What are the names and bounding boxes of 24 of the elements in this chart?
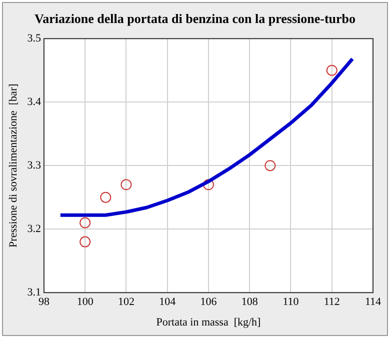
point bbox=[202, 179, 214, 190]
x-tick-label: 106 bbox=[200, 296, 218, 308]
point bbox=[264, 160, 276, 172]
point bbox=[80, 236, 91, 248]
y-tick-label: 3.3 bbox=[27, 159, 42, 172]
x-tick-label: 110 bbox=[282, 296, 300, 308]
y-tick-label: 3.1 bbox=[27, 286, 41, 298]
chart-title: Variazione della portata di benzina con la pressione-turbo bbox=[33, 11, 357, 27]
point bbox=[120, 179, 132, 190]
y-tick-label: 3.5 bbox=[27, 32, 42, 44]
x-tick-label: 112 bbox=[324, 296, 340, 308]
x-tick-label: 100 bbox=[76, 296, 94, 308]
y-tick-label: 3.4 bbox=[27, 96, 42, 108]
x-tick-label: 114 bbox=[364, 296, 382, 308]
x-tick-label: 98 bbox=[38, 296, 50, 308]
point bbox=[326, 64, 338, 76]
x-axis-title: Portata in massa [kg/h] bbox=[156, 316, 261, 328]
y-tick-label: 3.2 bbox=[27, 222, 41, 235]
x-tick-label: 104 bbox=[159, 296, 176, 308]
x-tick-label: 108 bbox=[241, 296, 258, 308]
point bbox=[80, 217, 91, 228]
point bbox=[100, 192, 112, 203]
x-tick-label: 102 bbox=[118, 296, 134, 308]
y-axis-title: Pressione di sovralimentazione [bar] bbox=[7, 84, 20, 248]
